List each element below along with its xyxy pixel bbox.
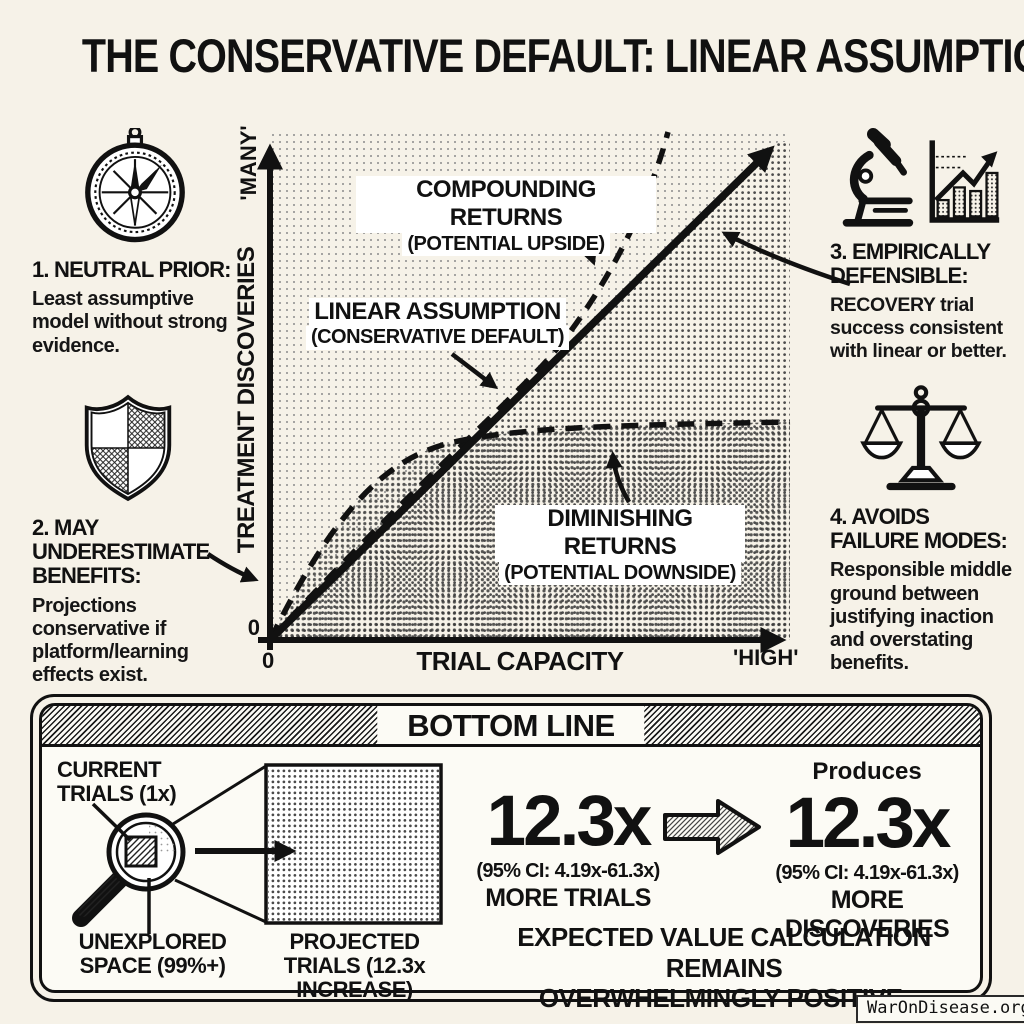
note-heading: 4. AVOIDS FAILURE MODES: — [830, 504, 1008, 554]
linear-annotation-sub: (CONSERVATIVE DEFAULT) — [305, 326, 570, 350]
cone-line-bottom — [174, 878, 267, 924]
note-neutral-prior: 1. NEUTRAL PRIOR: Least assumptive model… — [32, 128, 238, 358]
diminishing-returns-curve — [267, 419, 791, 642]
unexplored-space-label: UNEXPLORED SPACE (99%+) — [78, 929, 227, 978]
bar-chart-icon — [929, 140, 1000, 223]
bottom-line-statement: EXPECTED VALUE CALCULATION REMAINS OVERW… — [468, 922, 980, 1014]
trials-label: MORE TRIALS — [485, 884, 651, 912]
x-axis-max-label: 'HIGH' — [733, 645, 799, 670]
y-axis-zero: 0 — [247, 615, 260, 640]
current-trials-pointer — [91, 802, 132, 842]
discoveries-multiplier: 12.3x — [785, 784, 952, 863]
more-trials-group: 12.3x (95% CI: 4.19x-61.3x) MORE TRIALS — [468, 786, 668, 913]
linear-annotation-name: LINEAR ASSUMPTION — [309, 298, 566, 327]
diminishing-annotation-sub: (POTENTIAL DOWNSIDE) — [499, 561, 741, 586]
note-heading: 2. MAY UNDERESTIMATE BENEFITS: — [32, 515, 210, 589]
note-underestimate: 2. MAY UNDERESTIMATE BENEFITS: Projectio… — [32, 392, 224, 687]
scales-icon — [860, 385, 982, 491]
discoveries-confidence-interval: (95% CI: 4.19x-61.3x) — [775, 862, 959, 884]
compounding-annotation-sub: (POTENTIAL UPSIDE) — [402, 232, 610, 257]
current-trials-label: CURRENT TRIALS (1x) — [57, 757, 177, 806]
cone-line-top — [172, 764, 267, 826]
diminishing-annotation: DIMINISHING RETURNS (POTENTIAL DOWNSIDE) — [495, 505, 745, 586]
shield-icon — [84, 394, 172, 502]
magnifying-glass-icon — [72, 812, 186, 927]
projected-trials-label: PROJECTED TRIALS (12.3x INCREASE) — [283, 929, 426, 1002]
bottom-line-inner: BOTTOM LINE — [39, 703, 983, 993]
compounding-annotation: COMPOUNDING RETURNS (POTENTIAL UPSIDE) — [356, 176, 656, 257]
diminishing-annotation-name: DIMINISHING RETURNS — [495, 505, 745, 562]
note-body: RECOVERY trial success consistent with l… — [830, 294, 1007, 362]
compounding-annotation-name: COMPOUNDING RETURNS — [356, 176, 656, 233]
linear-annotation: LINEAR ASSUMPTION (CONSERVATIVE DEFAULT) — [305, 298, 570, 350]
linear-assumption-line — [267, 145, 775, 643]
x-axis-title: TRIAL CAPACITY — [416, 646, 624, 676]
discoveries-label: MORE DISCOVERIES — [784, 886, 950, 943]
note-heading: 1. NEUTRAL PRIOR: — [32, 257, 231, 282]
note-heading: 3. EMPIRICALLY DEFENSIBLE: — [830, 239, 991, 289]
bottom-line-header-band: BOTTOM LINE — [42, 706, 980, 747]
note-body: Responsible middle ground between justif… — [830, 559, 1012, 675]
note-avoids-failure-modes: 4. AVOIDS FAILURE MODES: Responsible mid… — [830, 385, 1012, 675]
projected-trials-fill — [268, 767, 439, 921]
compounding-returns-curve — [267, 131, 671, 642]
bottom-line-box: BOTTOM LINE — [30, 694, 992, 1002]
note-empirically-defensible: 3. EMPIRICALLY DEFENSIBLE: RECOVERY tria… — [830, 128, 1008, 362]
note3-pointer-arrow — [721, 231, 851, 287]
current-trials-square — [124, 835, 158, 868]
note-body: Least assumptive model without strong ev… — [32, 288, 228, 357]
y-axis-max-label: 'MANY' — [236, 125, 261, 201]
statement-line2: OVERWHELMINGLY POSITIVE. — [538, 983, 910, 1014]
trials-multiplier: 12.3x — [486, 782, 653, 861]
note-body: Projections conservative if platform/lea… — [32, 594, 189, 687]
compass-icon — [85, 128, 185, 243]
produces-arrow-icon — [663, 799, 761, 855]
statement-line1: EXPECTED VALUE CALCULATION REMAINS — [517, 922, 931, 983]
page-title: THE CONSERVATIVE DEFAULT: LINEAR ASSUMPT… — [81, 29, 1024, 82]
microscope-icon — [842, 128, 914, 227]
magnifier-diagram — [72, 763, 443, 934]
produces-label: Produces — [812, 758, 922, 785]
bottom-line-header: BOTTOM LINE — [377, 706, 645, 744]
linear-label-arrow — [450, 352, 499, 390]
trials-confidence-interval: (95% CI: 4.19x-61.3x) — [476, 860, 660, 882]
note2-pointer-arrow — [206, 552, 259, 583]
x-axis-zero: 0 — [262, 648, 275, 673]
more-discoveries-group: Produces 12.3x (95% CI: 4.19x-61.3x) MOR… — [762, 758, 972, 944]
watermark: WarOnDisease.org — [856, 995, 1024, 1023]
diminishing-label-arrow — [605, 450, 631, 504]
